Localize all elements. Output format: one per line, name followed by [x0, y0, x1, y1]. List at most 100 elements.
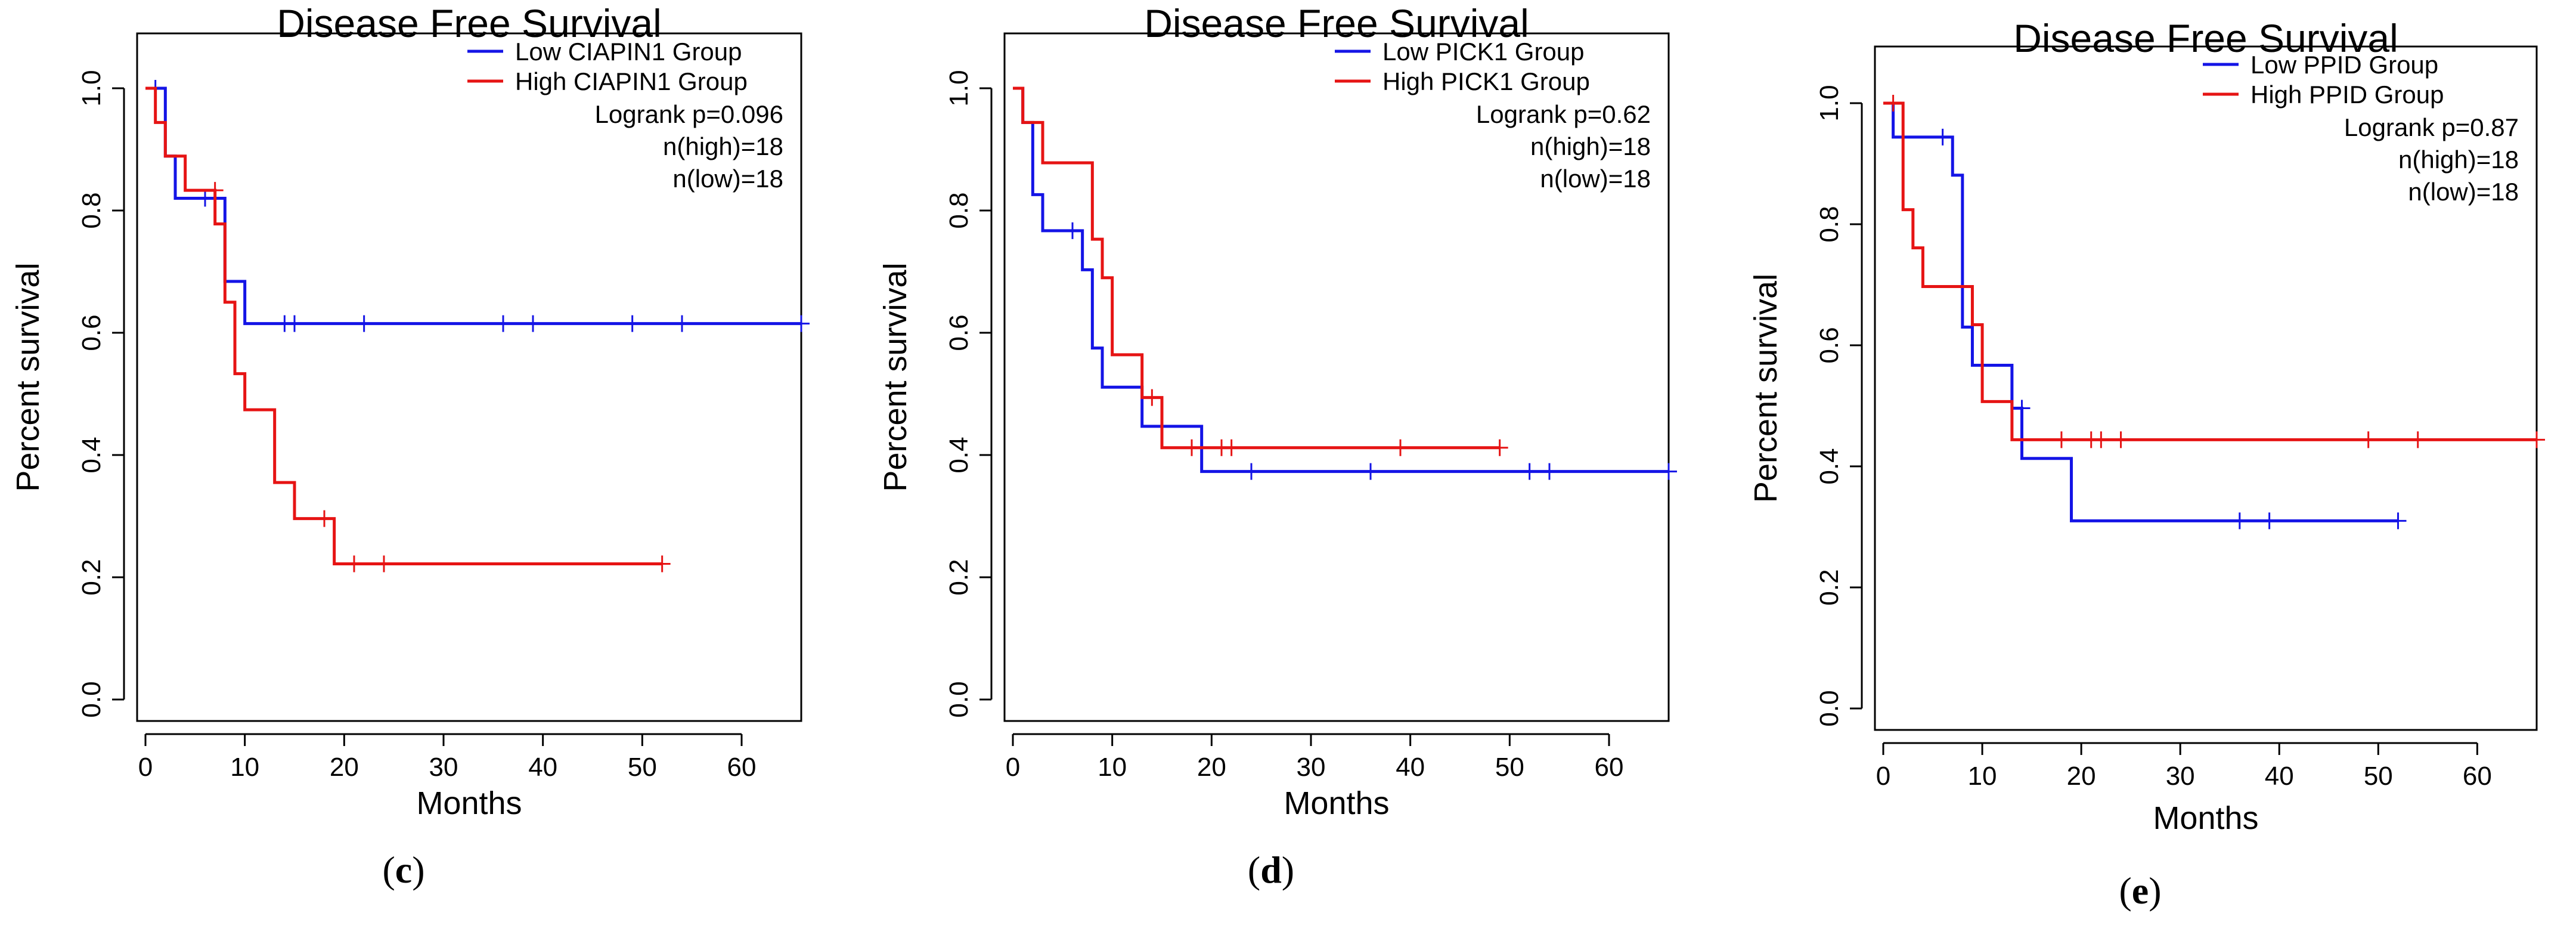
legend-label: High PPID Group — [2250, 81, 2444, 109]
panel-label-open: ( — [1248, 849, 1260, 891]
y-tick-label: 0.2 — [77, 559, 106, 595]
censor-mark — [1362, 463, 1379, 480]
censor-mark — [355, 315, 373, 332]
censor-mark — [1143, 389, 1161, 406]
censor-mark — [1491, 439, 1508, 456]
censor-mark — [1934, 128, 1951, 146]
censor-mark — [624, 315, 641, 332]
x-tick-label: 50 — [1495, 753, 1524, 782]
chart-panel-e: Disease Free Survival 0 10 20 30 40 50 60 Months… — [1748, 16, 2545, 912]
y-tick-label: 0.0 — [1815, 690, 1844, 726]
censor-mark — [2093, 431, 2110, 448]
x-tick-label: 30 — [2166, 762, 2195, 791]
y-tick-label: 0.0 — [77, 681, 106, 717]
y-tick-label: 0.4 — [77, 437, 106, 473]
y-tick-label: 0.6 — [944, 314, 974, 351]
stat-annotation: n(low)=18 — [1540, 165, 1651, 193]
panel-label: (d) — [1248, 849, 1294, 891]
chart-title: Disease Free Survival — [1144, 1, 1529, 45]
x-tick-label: 60 — [1595, 753, 1624, 782]
panel-label-letter: d — [1260, 849, 1282, 891]
plot-frame — [136, 32, 802, 722]
y-axis-label: Percent survival — [1748, 274, 1784, 503]
x-tick-label: 60 — [727, 753, 757, 782]
panel-label-open: ( — [2119, 869, 2131, 912]
y-tick-label: 0.8 — [77, 192, 106, 228]
panel-label: (e) — [2119, 869, 2161, 912]
censor-mark — [206, 182, 224, 199]
legend-label: Low PICK1 Group — [1382, 38, 1585, 66]
panel-label-close: ) — [1282, 849, 1294, 891]
legend-label: High CIAPIN1 Group — [515, 67, 748, 95]
censor-mark — [2360, 431, 2377, 448]
x-tick-label: 0 — [1006, 753, 1020, 782]
x-tick-label: 30 — [1297, 753, 1326, 782]
censor-mark — [674, 315, 690, 332]
y-tick-label: 0.8 — [1815, 206, 1844, 242]
x-tick-label: 20 — [1197, 753, 1226, 782]
legend-label: Low PPID Group — [2250, 51, 2438, 79]
series-line-low — [1883, 101, 2398, 522]
legend-label: High PICK1 Group — [1382, 67, 1590, 95]
censor-mark — [1243, 463, 1260, 480]
x-tick-label: 0 — [138, 753, 153, 782]
stat-annotation: n(low)=18 — [672, 165, 783, 193]
panel-label-close: ) — [412, 849, 424, 891]
x-tick-label: 40 — [2265, 762, 2294, 791]
censor-mark — [376, 555, 392, 572]
x-tick-label: 10 — [1968, 762, 1997, 791]
panel-label-open: ( — [382, 849, 395, 891]
series-line-high — [1013, 86, 1500, 450]
censor-mark — [1521, 463, 1538, 480]
x-tick-label: 40 — [528, 753, 557, 782]
x-tick-label: 50 — [2364, 762, 2393, 791]
legend-label: Low CIAPIN1 Group — [515, 38, 742, 66]
panel-label: (c) — [382, 849, 424, 891]
y-tick-label: 0.2 — [944, 559, 974, 595]
censor-mark — [2409, 431, 2426, 448]
y-tick-label: 0.4 — [944, 437, 974, 473]
x-tick-label: 60 — [2463, 762, 2492, 791]
censor-mark — [2053, 431, 2070, 448]
censor-mark — [2261, 512, 2278, 530]
x-tick-label: 50 — [628, 753, 657, 782]
series-line-high — [1883, 101, 2537, 441]
plot-frame — [1003, 32, 1670, 722]
stat-annotation: n(high)=18 — [663, 132, 783, 160]
y-tick-label: 1.0 — [77, 70, 106, 106]
stat-annotation: n(low)=18 — [2408, 178, 2519, 206]
censor-mark — [525, 315, 541, 332]
censor-mark — [1884, 95, 1902, 112]
y-tick-label: 0.0 — [944, 681, 974, 717]
chart-title: Disease Free Survival — [2013, 16, 2398, 60]
y-tick-label: 0.8 — [944, 192, 974, 228]
censor-mark — [2389, 512, 2407, 530]
x-tick-label: 10 — [230, 753, 259, 782]
x-tick-label: 20 — [330, 753, 359, 782]
panel-label-letter: c — [395, 849, 412, 891]
censor-mark — [2013, 400, 2031, 417]
stat-annotation: n(high)=18 — [2398, 146, 2519, 174]
censor-mark — [653, 555, 671, 572]
y-tick-label: 0.6 — [77, 314, 106, 351]
stat-annotation: Logrank p=0.096 — [595, 100, 783, 128]
censor-mark — [2112, 431, 2129, 448]
censor-mark — [495, 315, 512, 332]
y-tick-label: 1.0 — [1815, 85, 1844, 121]
x-tick-label: 30 — [429, 753, 458, 782]
censor-mark — [2231, 512, 2248, 530]
stat-annotation: Logrank p=0.87 — [2344, 113, 2519, 141]
x-axis-label: Months — [2153, 800, 2258, 836]
y-axis-label: Percent survival — [878, 262, 913, 491]
x-tick-label: 10 — [1098, 753, 1127, 782]
censor-mark — [2528, 431, 2545, 448]
panel-label-close: ) — [2149, 869, 2161, 912]
x-axis-label: Months — [416, 785, 522, 821]
y-tick-label: 1.0 — [944, 70, 974, 106]
chart-title: Disease Free Survival — [277, 1, 662, 45]
censor-mark — [1064, 222, 1081, 239]
chart-panel-d: Disease Free Survival 0 10 20 30 40 50 60 Months… — [878, 1, 1677, 891]
censor-mark — [1223, 439, 1240, 456]
censor-mark — [1541, 463, 1558, 480]
